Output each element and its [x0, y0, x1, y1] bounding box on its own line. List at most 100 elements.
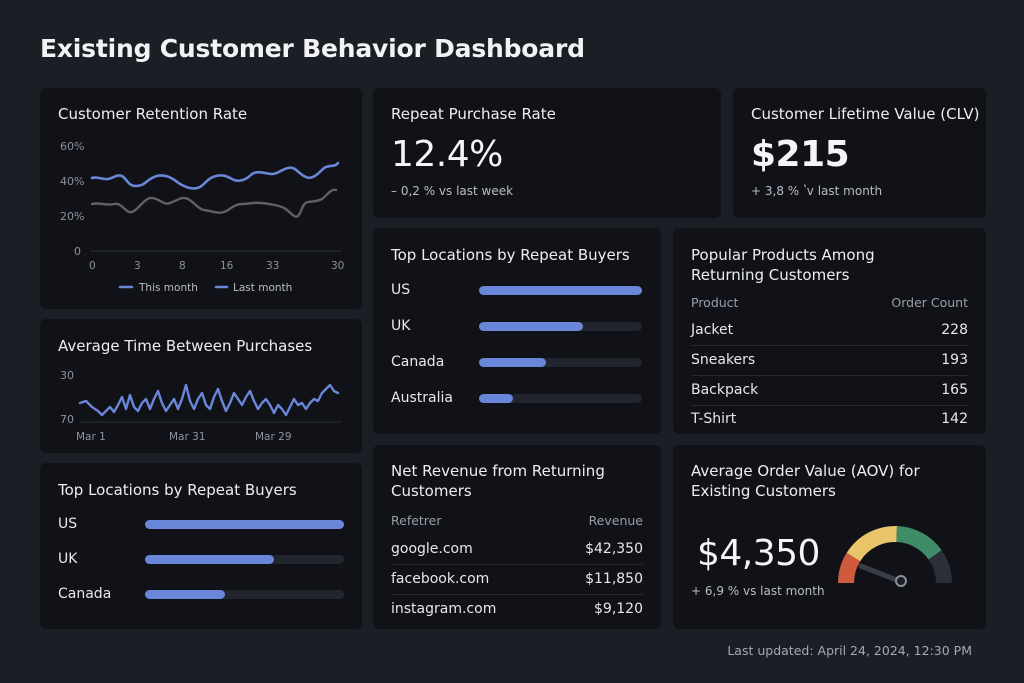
location-bar-track: [145, 590, 344, 599]
top-locations-title: Top Locations by Repeat Buyers: [391, 246, 630, 264]
aov-card[interactable]: Average Order Value (AOV) for Existing C…: [673, 445, 986, 629]
location-bar-track: [479, 394, 642, 403]
location-row[interactable]: Australia: [373, 390, 661, 410]
x-tick: Mar 29: [255, 431, 292, 443]
table-row[interactable]: facebook.com $11,850: [391, 565, 643, 595]
header-referrer: Refetrer: [391, 513, 442, 528]
legend-last-month[interactable]: Last month: [233, 282, 292, 294]
product-count: 228: [941, 322, 968, 338]
location-label: UK: [58, 551, 78, 567]
x-tick: 0: [89, 260, 96, 272]
y-tick: 0: [74, 245, 81, 258]
retention-title: Customer Retention Rate: [58, 105, 248, 123]
x-tick: 30: [331, 260, 344, 272]
location-row[interactable]: UK: [40, 551, 362, 571]
top-locations-card[interactable]: Top Locations by Repeat Buyers US UK Canad…: [373, 228, 661, 434]
table-row[interactable]: Sneakers 193: [691, 346, 968, 376]
gauge-needle: [858, 563, 902, 584]
clv-delta: + 3,8 % ʽv last month: [751, 184, 883, 198]
header-revenue: Revenue: [588, 513, 643, 528]
clv-value: $215: [751, 134, 850, 175]
aov-title-line2: Existing Customers: [691, 482, 836, 500]
location-bar-track: [479, 358, 642, 367]
gauge-segment: [928, 550, 952, 583]
product-count: 165: [941, 382, 968, 398]
aov-title-line1: Average Order Value (AOV) for: [691, 462, 920, 480]
location-label: Australia: [391, 390, 453, 406]
location-bar-track: [479, 286, 642, 295]
products-card[interactable]: Popular Products Among Returning Custome…: [673, 228, 986, 434]
location-label: Canada: [391, 354, 445, 370]
net-revenue-title-line2: Customers: [391, 482, 472, 500]
location-bar-track: [145, 520, 344, 529]
table-row[interactable]: Backpack 165: [691, 376, 968, 406]
y-tick: 70: [60, 413, 74, 426]
location-row[interactable]: US: [373, 282, 661, 302]
location-row[interactable]: Canada: [373, 354, 661, 374]
location-label: US: [58, 516, 78, 532]
repeat-purchase-card[interactable]: Repeat Purchase Rate 12.4% – 0,2 % vs la…: [373, 88, 721, 218]
header-product: Product: [691, 295, 739, 310]
x-tick: 33: [266, 260, 279, 272]
clv-title: Customer Lifetime Value (CLV): [751, 105, 980, 123]
referrer-name: instagram.com: [391, 601, 497, 617]
location-bar-track: [145, 555, 344, 564]
gauge-segment: [846, 526, 897, 562]
y-tick: 60%: [60, 140, 84, 153]
top-locations-card-2[interactable]: Top Locations by Repeat Buyers US UK Canad…: [40, 463, 362, 629]
aov-delta: + 6,9 % vs last month: [691, 584, 825, 598]
clv-card[interactable]: Customer Lifetime Value (CLV) $215 + 3,8…: [733, 88, 986, 218]
legend-this-month[interactable]: This month: [138, 282, 198, 294]
referrer-revenue: $42,350: [585, 541, 643, 557]
product-count: 142: [941, 411, 968, 427]
x-tick: 8: [179, 260, 186, 272]
x-tick: 3: [134, 260, 141, 272]
aov-gauge: [838, 526, 952, 587]
table-row[interactable]: google.com $42,350: [391, 535, 643, 565]
time-between-card[interactable]: Average Time Between Purchases 30 70 Mar…: [40, 319, 362, 453]
last-updated: Last updated: April 24, 2024, 12:30 PM: [727, 643, 972, 658]
product-count: 193: [941, 352, 968, 368]
time-between-line: [78, 383, 340, 417]
x-tick: Mar 31: [169, 431, 206, 443]
last-month-line: [90, 188, 338, 218]
repeat-purchase-title: Repeat Purchase Rate: [391, 105, 556, 123]
aov-value: $4,350: [697, 533, 820, 574]
retention-card[interactable]: Customer Retention Rate 60% 40% 20% 0 0 …: [40, 88, 362, 309]
net-revenue-card[interactable]: Net Revenue from Returning Customers Ref…: [373, 445, 661, 629]
x-tick: 16: [220, 260, 234, 272]
product-name: Sneakers: [691, 352, 756, 368]
net-revenue-title-line1: Net Revenue from Returning: [391, 462, 605, 480]
x-tick: Mar 1: [76, 431, 106, 443]
top-locations-title-2: Top Locations by Repeat Buyers: [58, 481, 297, 499]
location-bar: [479, 358, 546, 367]
time-between-title: Average Time Between Purchases: [58, 337, 313, 355]
location-row[interactable]: Canada: [40, 586, 362, 606]
y-tick: 20%: [60, 210, 84, 223]
product-name: T-Shirt: [691, 411, 737, 427]
product-name: Jacket: [691, 322, 734, 338]
referrer-name: google.com: [391, 541, 473, 557]
location-label: UK: [391, 318, 411, 334]
y-tick: 40%: [60, 175, 84, 188]
table-row[interactable]: Jacket 228: [691, 316, 968, 346]
location-label: Canada: [58, 586, 112, 602]
table-row[interactable]: instagram.com $9,120: [391, 595, 643, 625]
repeat-purchase-delta: – 0,2 % vs last week: [391, 184, 514, 198]
referrer-revenue: $9,120: [594, 601, 643, 617]
gauge-segment: [896, 526, 942, 560]
location-label: US: [391, 282, 411, 298]
location-bar: [145, 555, 275, 564]
gauge-hub: [895, 575, 907, 587]
time-between-chart: 30 70 Mar 1 Mar 31 Mar 29: [60, 369, 342, 443]
repeat-purchase-value: 12.4%: [391, 134, 503, 175]
products-title-line1: Popular Products Among: [691, 246, 875, 264]
retention-chart: 60% 40% 20% 0 0 3 8 16 33 30 This month …: [60, 140, 344, 294]
table-row[interactable]: T-Shirt 142: [691, 405, 968, 435]
referrer-name: facebook.com: [391, 571, 490, 587]
location-row[interactable]: US: [40, 516, 362, 536]
products-title-line2: Returning Customers: [691, 266, 850, 284]
location-row[interactable]: UK: [373, 318, 661, 338]
page-title: Existing Customer Behavior Dashboard: [40, 34, 585, 63]
location-bar: [479, 286, 642, 295]
